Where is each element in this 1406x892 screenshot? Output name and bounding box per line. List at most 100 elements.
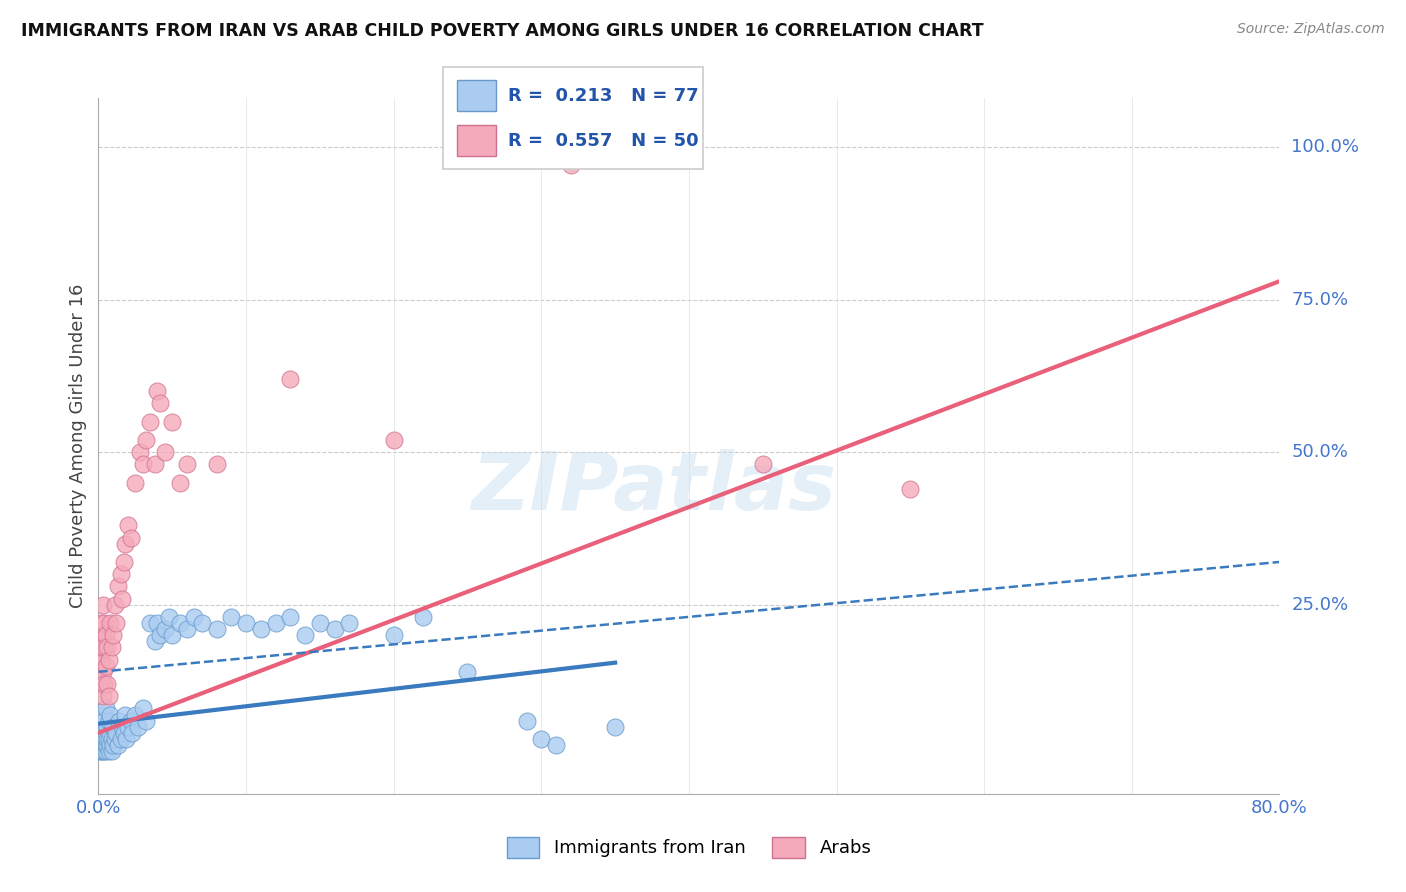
Point <box>97 714 120 728</box>
Point <box>110 731 132 746</box>
Point <box>91 598 114 612</box>
Point <box>162 628 183 642</box>
Point <box>110 567 132 582</box>
Point <box>97 744 120 758</box>
Point <box>382 628 405 642</box>
Point <box>752 458 775 472</box>
Point <box>108 714 131 728</box>
Point <box>103 720 125 734</box>
Point <box>98 726 121 740</box>
Point <box>117 720 139 734</box>
Point <box>139 615 162 630</box>
Point <box>96 720 118 734</box>
Point <box>96 731 118 746</box>
Point <box>120 714 142 728</box>
Point <box>135 433 157 447</box>
Point <box>89 731 111 746</box>
Point <box>143 634 166 648</box>
Text: 25.0%: 25.0% <box>1291 596 1348 614</box>
Point <box>90 615 112 630</box>
Point <box>90 652 112 666</box>
Text: R =  0.557   N = 50: R = 0.557 N = 50 <box>508 132 699 150</box>
Point <box>94 658 117 673</box>
Point <box>91 665 114 679</box>
Point <box>143 458 166 472</box>
Point <box>107 579 129 593</box>
Point <box>94 628 117 642</box>
Point <box>93 677 115 691</box>
Point <box>97 652 120 666</box>
Point <box>153 445 176 459</box>
Point <box>105 615 128 630</box>
Point <box>412 610 434 624</box>
Point <box>157 610 180 624</box>
Point <box>280 610 302 624</box>
Point <box>90 677 112 691</box>
Point <box>114 707 136 722</box>
Point <box>90 720 112 734</box>
Point <box>93 714 115 728</box>
Point <box>117 518 139 533</box>
Point <box>309 615 332 630</box>
Point <box>96 738 118 752</box>
Point <box>98 615 121 630</box>
Point <box>91 720 114 734</box>
Point <box>93 615 115 630</box>
Point <box>91 744 114 758</box>
Text: Source: ZipAtlas.com: Source: ZipAtlas.com <box>1237 22 1385 37</box>
Point <box>153 622 176 636</box>
Point <box>221 610 243 624</box>
Point <box>900 482 922 496</box>
Point <box>96 677 118 691</box>
Point <box>191 615 214 630</box>
Point <box>149 628 172 642</box>
Point <box>516 714 538 728</box>
Point <box>115 731 138 746</box>
Text: 75.0%: 75.0% <box>1291 291 1348 309</box>
Point <box>90 640 112 655</box>
Text: IMMIGRANTS FROM IRAN VS ARAB CHILD POVERTY AMONG GIRLS UNDER 16 CORRELATION CHAR: IMMIGRANTS FROM IRAN VS ARAB CHILD POVER… <box>21 22 984 40</box>
Point <box>605 720 627 734</box>
Point <box>382 433 405 447</box>
Point <box>94 744 117 758</box>
Point <box>93 640 115 655</box>
Point <box>112 555 135 569</box>
Point <box>100 731 122 746</box>
Point <box>176 622 198 636</box>
Point <box>94 738 117 752</box>
Point <box>121 726 143 740</box>
Point <box>124 475 146 490</box>
Point <box>205 458 228 472</box>
Point <box>111 720 134 734</box>
Point <box>91 690 114 704</box>
Point <box>457 665 479 679</box>
Point <box>100 744 122 758</box>
Point <box>139 415 162 429</box>
Text: R =  0.213   N = 77: R = 0.213 N = 77 <box>508 87 699 104</box>
Point <box>323 622 346 636</box>
Point <box>94 726 117 740</box>
Point <box>162 415 183 429</box>
Point <box>94 701 117 715</box>
Point <box>176 458 198 472</box>
Point <box>103 628 125 642</box>
Point <box>146 615 169 630</box>
Point <box>546 738 568 752</box>
Point <box>91 738 114 752</box>
Point <box>120 531 142 545</box>
Point <box>105 726 128 740</box>
Point <box>90 738 112 752</box>
Point <box>112 726 135 740</box>
Point <box>560 158 582 172</box>
Point <box>91 628 114 642</box>
Point <box>107 738 129 752</box>
Point <box>93 744 115 758</box>
Y-axis label: Child Poverty Among Girls Under 16: Child Poverty Among Girls Under 16 <box>69 284 87 608</box>
Text: 100.0%: 100.0% <box>1291 138 1360 156</box>
Point <box>91 731 114 746</box>
Text: ZIPatlas: ZIPatlas <box>471 449 837 527</box>
Point <box>89 738 111 752</box>
Point <box>103 738 125 752</box>
Point <box>97 690 120 704</box>
Point <box>339 615 361 630</box>
